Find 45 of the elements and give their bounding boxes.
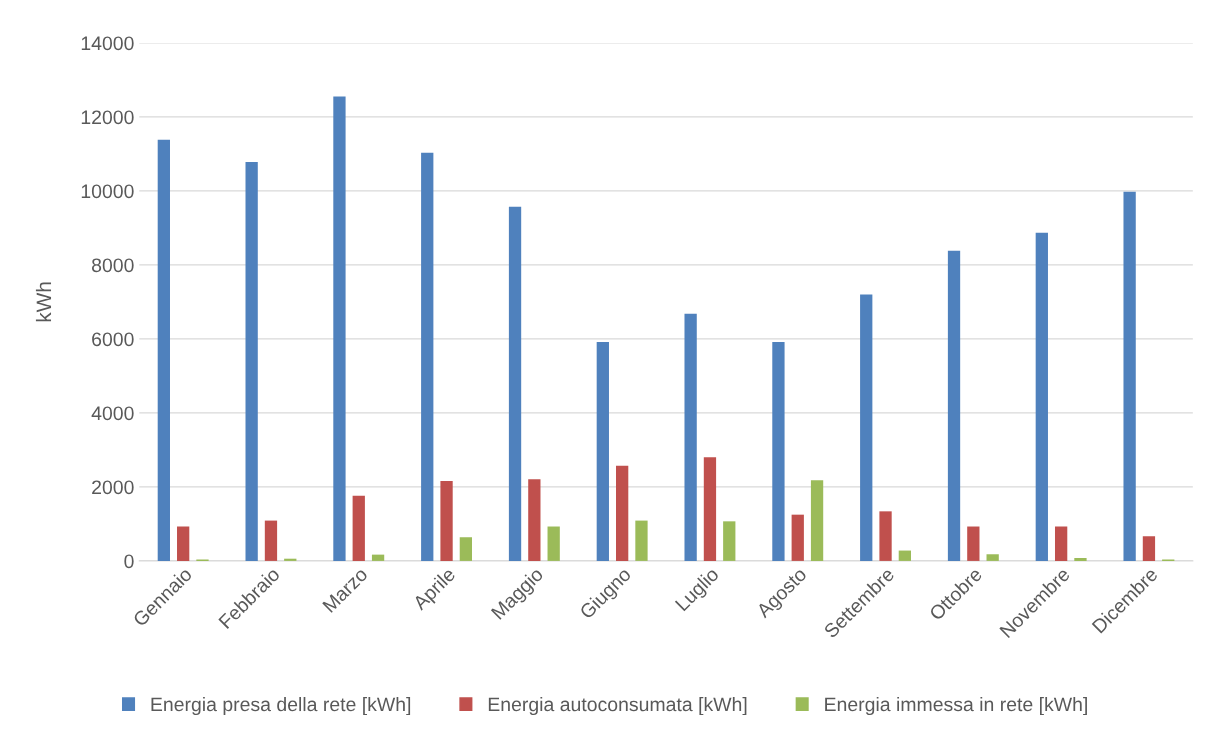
- bar: [879, 511, 892, 561]
- bar: [772, 341, 785, 561]
- bar: [860, 294, 873, 561]
- y-tick-label: 6000: [92, 332, 134, 347]
- y-tick-label: 2000: [92, 480, 134, 495]
- y-tick-label: 14000: [81, 36, 134, 51]
- bar: [986, 554, 999, 561]
- bar: [684, 313, 697, 561]
- bar: [528, 479, 541, 561]
- bar: [616, 465, 629, 561]
- bar: [547, 526, 560, 561]
- y-tick-label: 8000: [92, 258, 134, 273]
- bar: [1142, 536, 1156, 561]
- bar: [1123, 191, 1136, 561]
- y-tick-label: 4000: [91, 406, 134, 421]
- bar: [508, 206, 522, 561]
- bar: [810, 480, 824, 561]
- bar: [596, 341, 609, 561]
- bar: [245, 162, 258, 561]
- bar: [371, 554, 385, 561]
- bar: [421, 152, 434, 561]
- y-tick-label: 10000: [81, 184, 134, 199]
- legend-label: Energia immessa in rete [kWh]: [825, 696, 1087, 716]
- bar: [898, 550, 912, 561]
- y-axis-title: kWh: [35, 282, 52, 322]
- bar: [703, 457, 717, 561]
- bar: [440, 481, 453, 561]
- y-tick-label: 12000: [81, 110, 134, 125]
- bar: [1035, 232, 1048, 561]
- bar: [723, 521, 736, 561]
- bar: [459, 537, 473, 561]
- bar: [1054, 526, 1068, 561]
- bar: [1074, 557, 1087, 561]
- bar: [264, 520, 278, 561]
- y-tick-label: 0: [124, 554, 134, 569]
- bar: [635, 520, 648, 561]
- bar: [177, 526, 190, 561]
- legend-label: Energia autoconsumata [kWh]: [488, 696, 747, 716]
- bar: [352, 495, 365, 561]
- bar: [947, 250, 961, 561]
- bar: [967, 526, 980, 561]
- bar: [791, 514, 804, 561]
- bar: [333, 96, 346, 561]
- bar: [157, 139, 170, 561]
- legend-label: Energia presa della rete [kWh]: [151, 696, 411, 716]
